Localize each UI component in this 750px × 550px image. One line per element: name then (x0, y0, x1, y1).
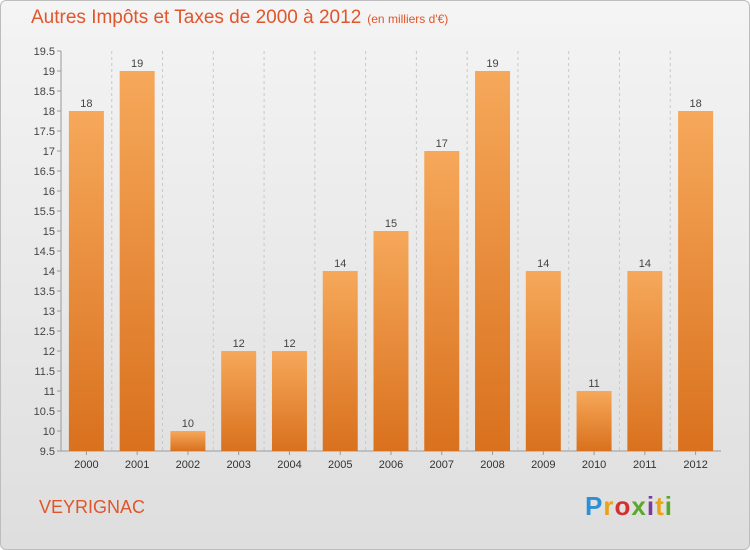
y-tick-label: 14 (43, 266, 55, 278)
bar (475, 71, 511, 451)
y-tick-label: 19.5 (34, 46, 55, 58)
x-tick-label: 2001 (125, 459, 149, 471)
chart-unit: (en milliers d'€) (367, 12, 449, 26)
logo-letter: o (614, 491, 632, 521)
bars (68, 71, 714, 451)
bar (525, 271, 561, 451)
bar (271, 351, 307, 451)
data-label: 17 (436, 138, 448, 150)
data-label: 11 (588, 378, 599, 390)
bar (576, 391, 612, 451)
data-label: 18 (689, 98, 701, 110)
x-tick-label: 2006 (379, 459, 403, 471)
logo-letter: P (585, 491, 604, 521)
y-tick-label: 15 (43, 226, 55, 238)
data-label: 14 (639, 258, 651, 270)
y-tick-label: 12.5 (34, 326, 55, 338)
x-tick-label: 2004 (277, 459, 301, 471)
x-tick-label: 2008 (480, 459, 504, 471)
bar (678, 111, 714, 451)
x-tick-labels: 2000 2001 2002 2003 2004 2005 2006 2007 2008 2009… (74, 459, 708, 471)
grid-lines (111, 51, 671, 451)
bar (424, 151, 460, 451)
data-label: 14 (334, 258, 346, 270)
y-tick-label: 17 (43, 146, 55, 158)
y-tick-label: 10.5 (34, 406, 55, 418)
data-label: 14 (537, 258, 549, 270)
x-tick-label: 2011 (633, 459, 657, 471)
commune-name: VEYRIGNAC (39, 497, 146, 517)
y-tick-label: 13.5 (34, 286, 55, 298)
bar (221, 351, 257, 451)
proxiti-logo[interactable]: Proxiti (585, 491, 673, 522)
x-tick-label: 2012 (683, 459, 707, 471)
data-label: 12 (233, 338, 245, 350)
bar (170, 431, 206, 451)
data-label: 19 (131, 58, 143, 70)
x-tick-label: 2007 (430, 459, 454, 471)
y-tick-label: 11.5 (34, 366, 55, 378)
data-label: 19 (486, 58, 498, 70)
logo-letter: t (655, 491, 665, 521)
y-tick-label: 15.5 (34, 206, 55, 218)
chart-title: Autres Impôts et Taxes de 2000 à 2012 (31, 7, 362, 28)
data-label: 12 (283, 338, 295, 350)
y-tick-label: 9.5 (40, 446, 55, 458)
bar (68, 111, 104, 451)
y-tick-label: 16.5 (34, 166, 55, 178)
bar (322, 271, 358, 451)
y-tick-label: 14.5 (34, 246, 55, 258)
data-labels: 18 19 10 12 12 14 15 17 19 14 11 14 18 (80, 58, 701, 430)
y-tick-label: 11 (44, 386, 55, 398)
x-tick-label: 2000 (74, 459, 98, 471)
logo-letter: r (603, 491, 615, 521)
chart-title-row: Autres Impôts et Taxes de 2000 à 2012 (en… (31, 7, 448, 29)
y-tick-label: 12 (43, 346, 55, 358)
bar (119, 71, 155, 451)
x-tick-label: 2010 (582, 459, 606, 471)
data-label: 18 (80, 98, 92, 110)
y-tick-label: 18 (43, 106, 55, 118)
y-tick-labels: 9.5 10 10.5 11 11.5 12 12.5 13 13.5 14 14.5 15 15.5 1… (34, 46, 55, 458)
y-tick-label: 10 (43, 426, 55, 438)
y-tick-label: 18.5 (34, 86, 55, 98)
logo-letter: i (646, 491, 656, 521)
bar (373, 231, 409, 451)
data-label: 10 (182, 418, 194, 430)
bar (627, 271, 663, 451)
y-tick-label: 13 (43, 306, 55, 318)
data-label: 15 (385, 218, 397, 230)
x-tick-label: 2003 (226, 459, 250, 471)
logo-letter: x (631, 491, 647, 521)
x-tick-label: 2009 (531, 459, 555, 471)
logo-letter: i (664, 491, 673, 521)
y-tick-label: 17.5 (34, 126, 55, 138)
y-tick-label: 19 (43, 66, 55, 78)
x-tick-label: 2005 (328, 459, 352, 471)
x-tick-label: 2002 (176, 459, 200, 471)
y-tick-label: 16 (43, 186, 55, 198)
